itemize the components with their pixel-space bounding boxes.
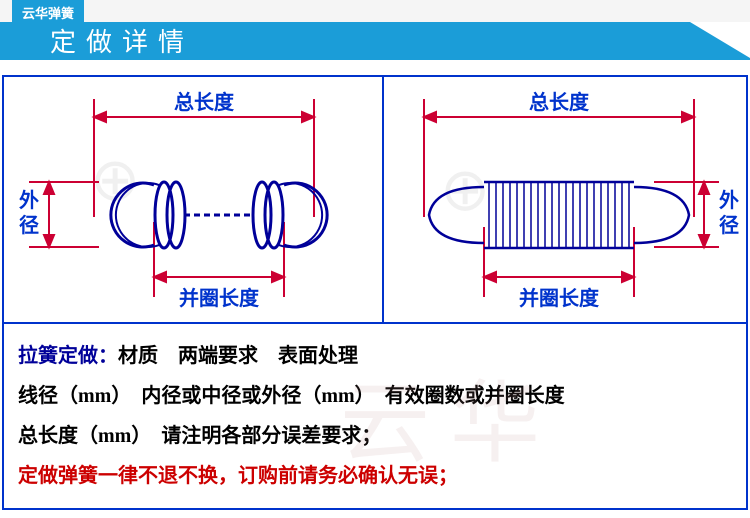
- diagram-row: 总长度 外 径 并圈长度: [2, 75, 748, 324]
- label-total-length: 总长度: [529, 90, 590, 114]
- label-outer-dia-1: 外: [719, 188, 739, 212]
- spec-line-3: 总长度（mm） 请注明各部分误差要求；: [18, 416, 732, 456]
- label-outer-dia-1: 外: [19, 188, 39, 212]
- header: 云华弹簧 定做详情: [0, 0, 750, 60]
- spec-line-1: 拉簧定做：材质 两端要求 表面处理: [18, 336, 732, 376]
- label-outer-dia-2: 径: [19, 213, 39, 237]
- spec-warning: 定做弹簧一律不退不换，订购前请务必确认无误；: [18, 456, 732, 496]
- spec-line-2: 线径（mm） 内径或中径或外径（mm） 有效圈数或并圈长度: [18, 376, 732, 416]
- diagram-spring-closed-loops: 总长度 外 径 并圈长度: [384, 77, 746, 322]
- page-title: 定做详情: [0, 22, 194, 59]
- label-coil-length: 并圈长度: [179, 286, 260, 310]
- title-underline: [0, 58, 750, 60]
- label-outer-dia-2: 径: [719, 213, 739, 237]
- title-accent: [690, 22, 750, 58]
- specification-text: 拉簧定做：材质 两端要求 表面处理 线径（mm） 内径或中径或外径（mm） 有效…: [2, 324, 748, 510]
- title-bar: 定做详情: [0, 22, 750, 58]
- diagram-spring-open-hooks: 总长度 外 径 并圈长度: [4, 77, 384, 322]
- spec-text: 材质 两端要求 表面处理: [118, 345, 358, 367]
- label-total-length: 总长度: [174, 90, 235, 114]
- label-coil-length: 并圈长度: [519, 286, 600, 310]
- spec-label: 拉簧定做：: [18, 345, 118, 367]
